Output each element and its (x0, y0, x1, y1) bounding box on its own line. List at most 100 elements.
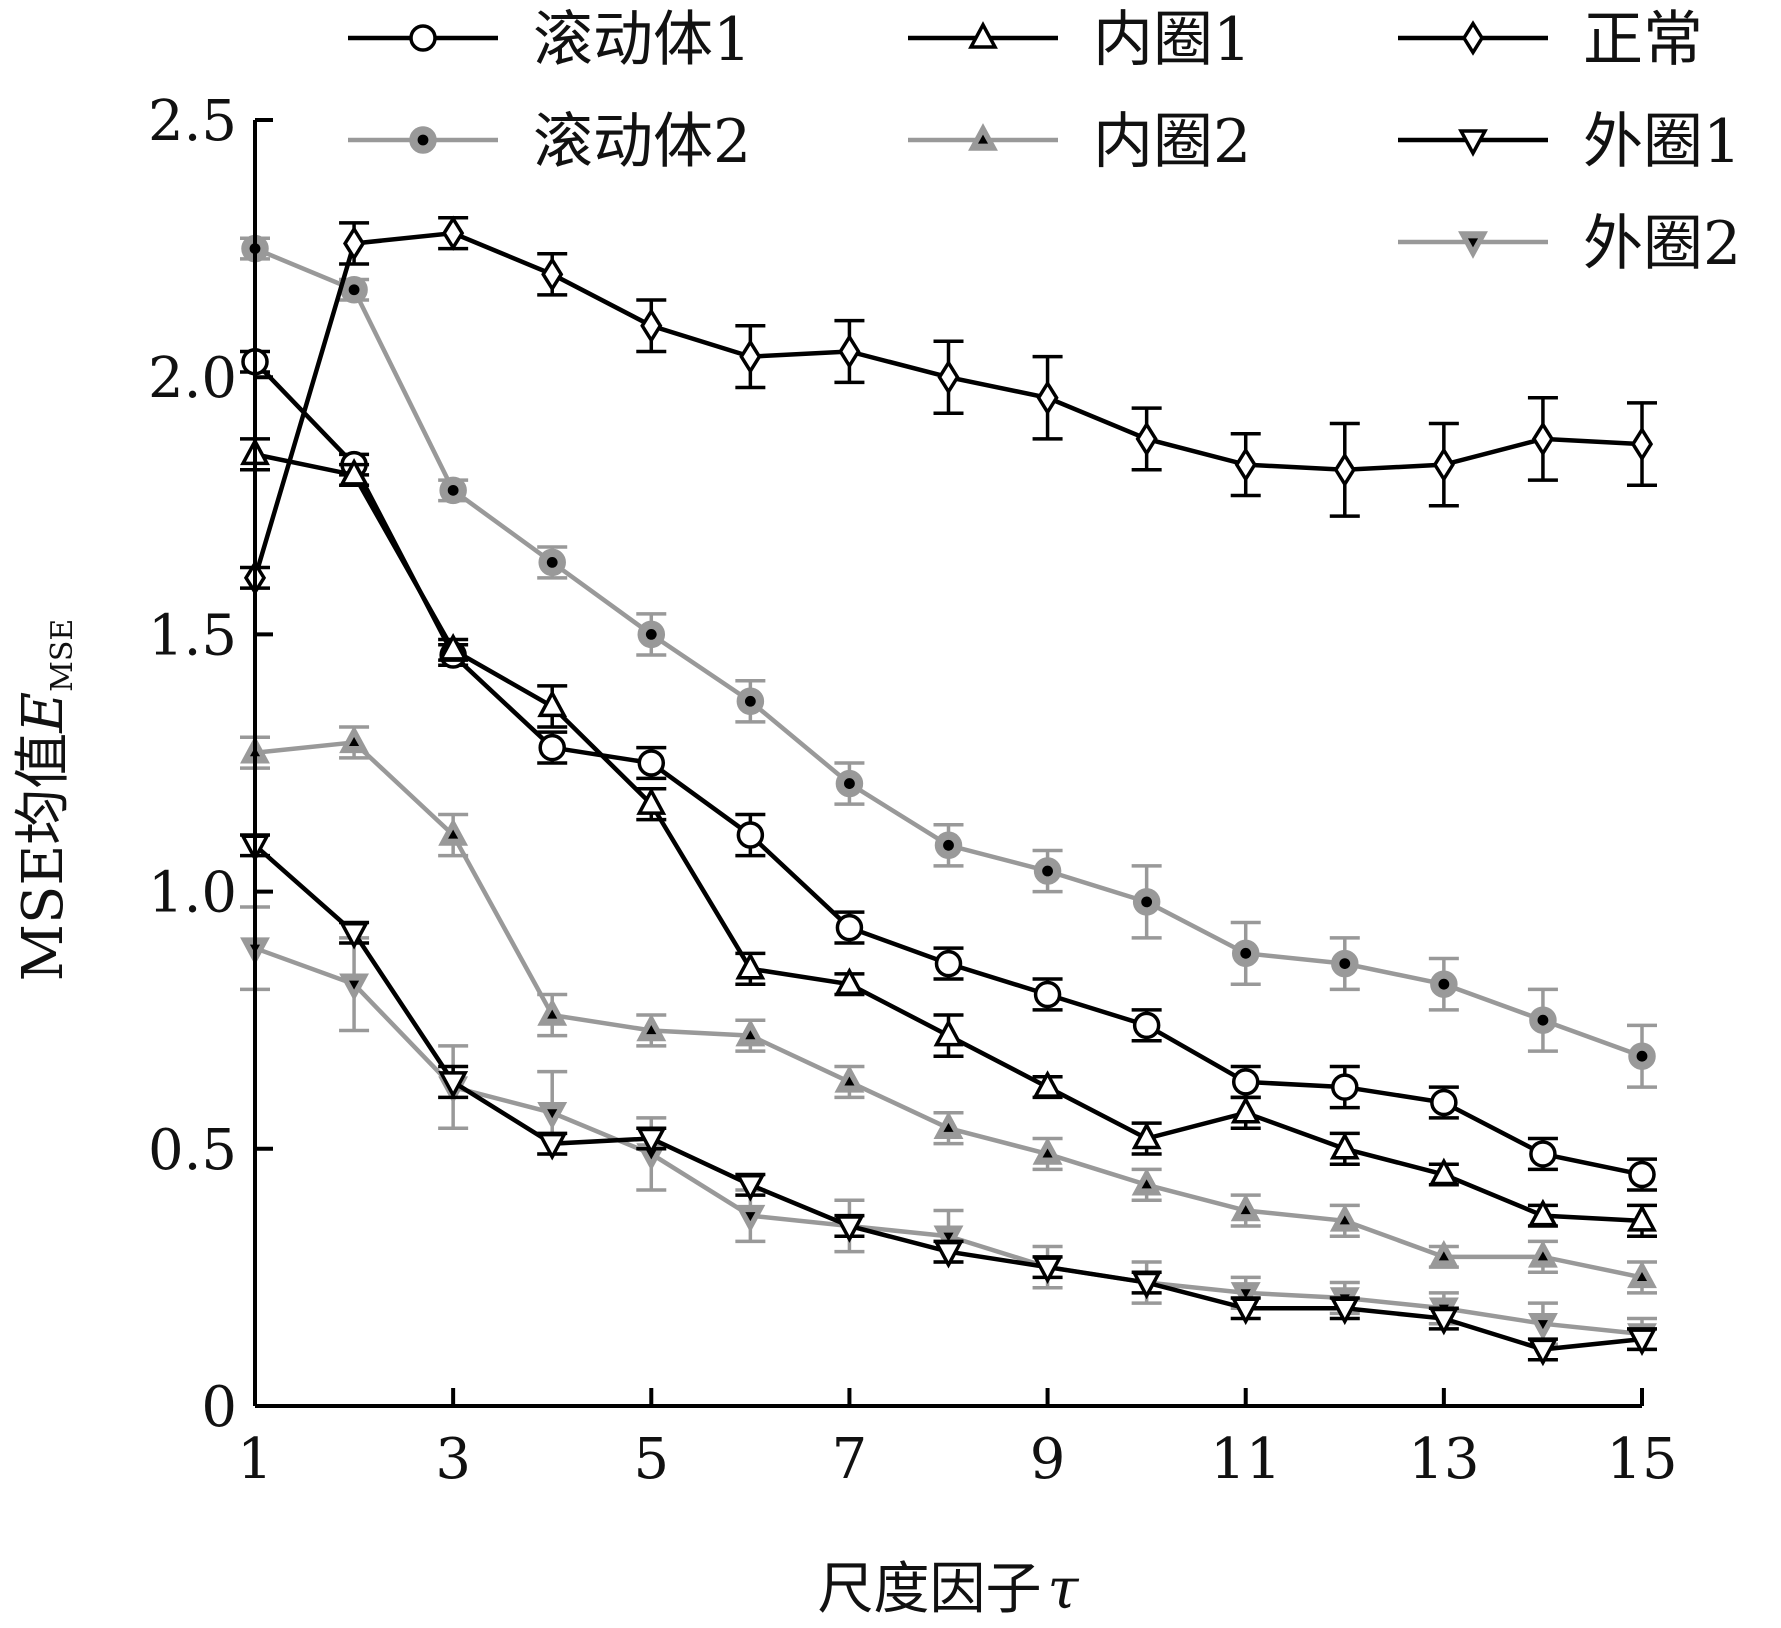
legend-item: 正常 (1398, 5, 1703, 75)
series-marker (637, 749, 666, 777)
series-marker-dot (1438, 978, 1450, 990)
series-3 (240, 215, 1657, 596)
series-marker (933, 1018, 964, 1047)
legend-label: 内圈2 (1093, 107, 1251, 177)
series-marker-dot (348, 284, 360, 296)
series-marker (968, 21, 998, 49)
series-marker (1331, 1073, 1359, 1101)
series-marker (1033, 980, 1062, 1009)
series-marker-dot (1537, 1014, 1549, 1026)
series-marker (736, 821, 765, 849)
series-marker-dot (1240, 1205, 1251, 1215)
series-marker (1527, 1338, 1558, 1367)
legend-item: 外圈1 (1398, 107, 1741, 177)
series-marker (1230, 1297, 1261, 1326)
y-tick-label: 1.0 (148, 861, 237, 926)
series-marker-dot (447, 484, 459, 496)
series-marker (835, 913, 864, 942)
legend-label: 外圈1 (1583, 107, 1741, 177)
series-marker-dot (1240, 947, 1252, 959)
series-marker (636, 787, 667, 815)
series-marker (343, 225, 366, 262)
series-marker (541, 256, 564, 293)
series-marker (834, 1215, 865, 1243)
series-marker (1032, 1070, 1063, 1098)
legend-label: 外圈2 (1583, 209, 1741, 279)
series-marker (1458, 129, 1488, 157)
series-marker (1036, 380, 1059, 416)
series-marker-dot (1042, 1148, 1053, 1158)
series-marker (409, 24, 437, 52)
legend-label: 内圈1 (1093, 5, 1251, 75)
legend-item: 滚动体2 (348, 107, 751, 177)
series-marker-dot (943, 1122, 954, 1132)
series-marker (1234, 446, 1257, 483)
series-marker-dot (546, 556, 558, 568)
series-marker-dot (1636, 1272, 1648, 1281)
y-tick-label: 2.0 (148, 346, 237, 411)
series-marker (933, 1240, 964, 1269)
series-marker (1461, 20, 1485, 56)
series-marker (1329, 1131, 1360, 1160)
x-tick-label: 5 (633, 1427, 669, 1492)
series-marker (1231, 1068, 1260, 1096)
legend-label: 滚动体2 (533, 107, 751, 177)
series-marker (1531, 421, 1554, 457)
series-marker-dot (1339, 1215, 1350, 1225)
series-marker-dot (1042, 865, 1053, 877)
series-marker-dot (1339, 958, 1351, 970)
legend-item: 外圈2 (1398, 209, 1741, 279)
series-marker (438, 632, 469, 661)
series-marker (438, 1071, 469, 1099)
legend-label: 滚动体1 (533, 5, 751, 75)
series-marker-dot (448, 829, 459, 839)
y-tick-label: 2.5 (148, 89, 237, 154)
series-marker (838, 333, 861, 370)
series-marker (1627, 1203, 1657, 1232)
plot-area (240, 215, 1657, 1367)
y-axis-symbol: E (11, 692, 76, 734)
y-axis-label: MSE均值 (11, 733, 76, 982)
series-6 (240, 833, 1657, 1367)
series-marker-dot (943, 839, 954, 851)
series-4 (240, 234, 1657, 1089)
y-axis-subscript: MSE (45, 619, 80, 692)
x-tick-label: 15 (1606, 1427, 1677, 1492)
series-marker (1628, 1160, 1656, 1189)
series-marker (834, 967, 865, 995)
y-tick-label: 0.5 (148, 1118, 237, 1183)
x-tick-label: 7 (832, 1427, 868, 1492)
series-marker-dot (745, 1030, 756, 1040)
series-marker (339, 922, 370, 950)
x-axis-label: 尺度因子 (818, 1557, 1042, 1622)
series-marker (1432, 446, 1455, 483)
series-marker (640, 308, 663, 344)
series-marker (1230, 1095, 1261, 1124)
series-marker-dot (844, 778, 855, 789)
series-marker-dot (645, 629, 657, 640)
x-tick-label: 13 (1408, 1427, 1479, 1492)
series-marker-dot (349, 980, 360, 990)
series-marker-dot (1141, 1179, 1152, 1189)
series-marker-dot (1537, 1251, 1548, 1261)
legend-label: 正常 (1583, 5, 1703, 75)
x-tick-label: 11 (1210, 1427, 1281, 1492)
series-marker (1630, 426, 1654, 462)
series-marker (735, 1174, 766, 1202)
series-marker-dot (844, 1076, 855, 1086)
series-marker (1333, 452, 1356, 488)
series-marker-dot (646, 1025, 657, 1035)
legend-item: 滚动体1 (348, 5, 751, 75)
y-tick-label: 1.5 (148, 603, 237, 668)
series-marker (538, 733, 566, 762)
x-tick-label: 3 (435, 1427, 471, 1492)
series-marker-dot (745, 1212, 756, 1222)
series-2 (240, 437, 1657, 1238)
series-marker-dot (1141, 896, 1153, 908)
series-marker-dot (1467, 238, 1479, 248)
series-marker-dot (744, 695, 756, 707)
series-marker (442, 215, 465, 251)
series-marker-dot (547, 1109, 558, 1119)
